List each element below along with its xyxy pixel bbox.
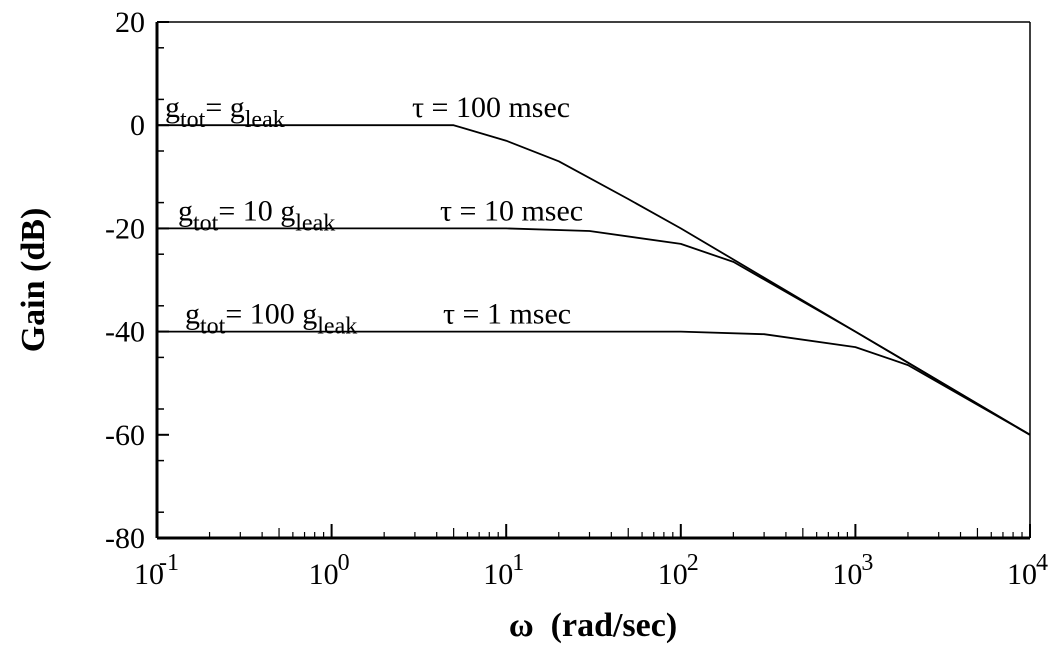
series-layer bbox=[157, 124, 1031, 436]
label-part: = bbox=[205, 91, 229, 124]
label-part: g bbox=[302, 298, 317, 331]
series-label-1: gtot= gleak bbox=[165, 91, 285, 133]
subscript: leak bbox=[317, 314, 357, 340]
x-tick-exponent: -1 bbox=[159, 550, 179, 576]
x-tick-label: 10 bbox=[309, 558, 339, 591]
y-tick-label: -20 bbox=[105, 212, 145, 245]
x-tick-label: 10 bbox=[1007, 558, 1037, 591]
y-tick-label: 0 bbox=[130, 109, 145, 142]
y-axis-title: Gain (dB) bbox=[15, 208, 52, 353]
subscript: tot bbox=[200, 314, 226, 340]
y-tick-label: -40 bbox=[105, 316, 145, 349]
series-label-3: gtot= 100 gleak bbox=[185, 298, 357, 340]
x-tick-label: 10 bbox=[832, 558, 862, 591]
y-tick-label: 20 bbox=[115, 6, 145, 39]
series-line-2 bbox=[157, 227, 1031, 436]
x-tick-exponent: 0 bbox=[338, 550, 350, 576]
subscript: tot bbox=[180, 107, 206, 133]
label-part: g bbox=[178, 194, 193, 227]
subscript: leak bbox=[245, 107, 285, 133]
subscript: tot bbox=[193, 210, 219, 236]
label-part: = 100 bbox=[225, 298, 302, 331]
series-line-3 bbox=[157, 330, 1031, 436]
x-tick-label: 10 bbox=[658, 558, 688, 591]
label-part: = 10 bbox=[218, 194, 280, 227]
x-tick-label: 10 bbox=[134, 558, 164, 591]
y-tick-label: -80 bbox=[105, 522, 145, 555]
series-label-2: gtot= 10 gleak bbox=[178, 194, 335, 236]
x-axis-title: ω (rad/sec) bbox=[509, 607, 677, 644]
series-tau-label-3: τ = 1 msec bbox=[443, 298, 571, 331]
subscript: leak bbox=[295, 210, 335, 236]
series-tau-label-1: τ = 100 msec bbox=[412, 91, 570, 124]
x-tick-label: 10 bbox=[483, 558, 513, 591]
x-tick-exponent: 4 bbox=[1036, 550, 1048, 576]
series-line-1 bbox=[157, 124, 1031, 436]
label-part: g bbox=[185, 298, 200, 331]
series-tau-label-2: τ = 10 msec bbox=[440, 194, 583, 227]
label-part: g bbox=[230, 91, 245, 124]
y-tick-label: -60 bbox=[105, 419, 145, 452]
plot-frame bbox=[155, 21, 1031, 540]
label-part: g bbox=[165, 91, 180, 124]
x-tick-exponent: 2 bbox=[687, 550, 699, 576]
label-part: g bbox=[280, 194, 295, 227]
x-tick-exponent: 3 bbox=[861, 550, 873, 576]
x-tick-exponent: 1 bbox=[512, 550, 524, 576]
